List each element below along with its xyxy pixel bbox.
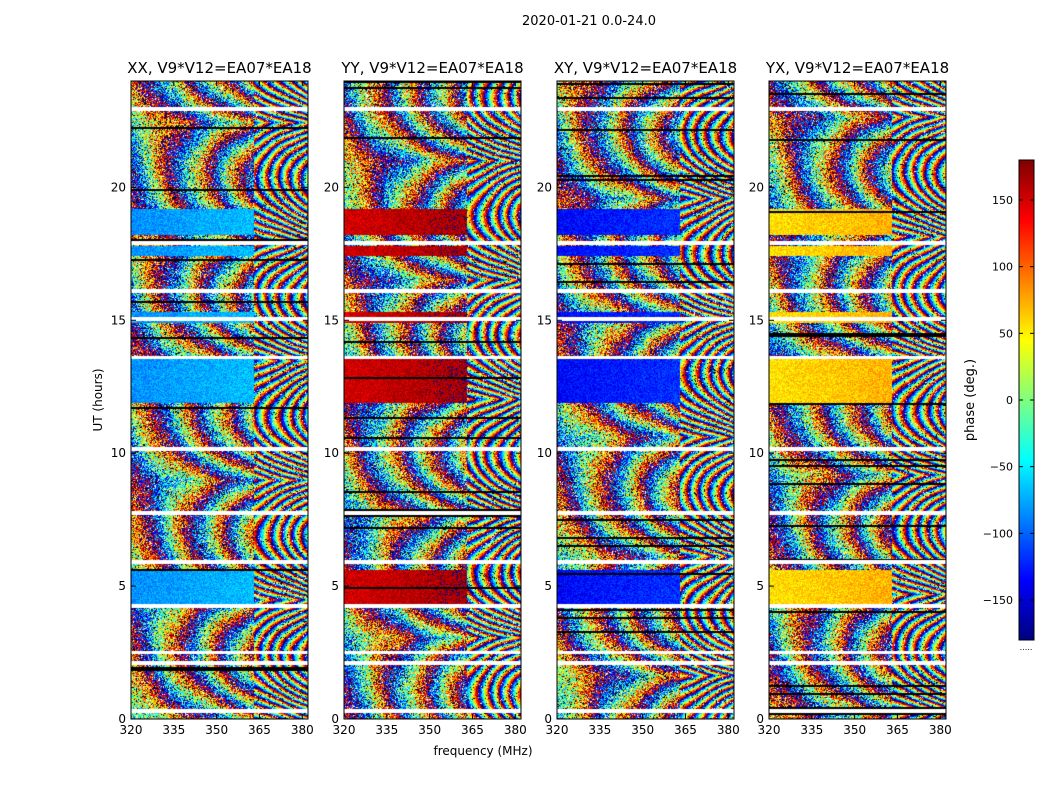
panel-2: YY, V9*V12=EA07*EA18 320 335 350 365 380 0 5 10 1…	[324, 59, 533, 758]
y-tick-label: 15	[111, 313, 126, 327]
y-tick-label: 0	[331, 712, 339, 726]
axes-frame	[556, 80, 735, 720]
y-tick-label: 0	[118, 712, 126, 726]
colorbar-tick-label: 100	[992, 261, 1013, 274]
x-tick-label: 320	[546, 723, 569, 737]
x-tick-label: 335	[800, 723, 823, 737]
phase-heatmap	[769, 81, 946, 719]
colorbar-tick-label: −100	[983, 527, 1013, 540]
x-tick-label: 365	[886, 723, 909, 737]
x-tick-label: 365	[461, 723, 484, 737]
colorbar-tick-label: 150	[992, 194, 1013, 207]
colorbar-label: phase (deg.)	[963, 359, 978, 441]
y-tick-label: 5	[544, 579, 552, 593]
x-tick-label: 380	[504, 723, 527, 737]
panels: XX, V9*V12=EA07*EA18 320 335 350 365 380 0 5 10 1…	[91, 59, 952, 758]
panel-title: YX, V9*V12=EA07*EA18	[765, 59, 949, 77]
colorbar-footer: .....	[1020, 643, 1033, 652]
axes-frame	[130, 80, 309, 720]
axes-frame	[768, 80, 947, 720]
y-tick-label: 10	[111, 446, 126, 460]
y-tick-label: 15	[324, 313, 339, 327]
x-tick-label: 350	[631, 723, 654, 737]
colorbar-ticks: 150 100 50 0 −50 −100 −150	[983, 194, 1034, 607]
y-tick-label: 10	[537, 446, 552, 460]
x-tick-label: 335	[375, 723, 398, 737]
panel-title: XX, V9*V12=EA07*EA18	[127, 59, 311, 77]
x-tick-label: 365	[248, 723, 271, 737]
x-tick-label: 320	[120, 723, 143, 737]
panel-title: YY, V9*V12=EA07*EA18	[340, 59, 523, 77]
panel-3: XY, V9*V12=EA07*EA18 320 335 350 365 380 0 5 10 1…	[537, 59, 740, 737]
x-tick-label: 320	[333, 723, 356, 737]
y-tick-label: 15	[749, 313, 764, 327]
axes-frame	[343, 80, 522, 720]
x-tick-label: 335	[162, 723, 185, 737]
y-tick-label: 20	[749, 180, 764, 194]
panel-title: XY, V9*V12=EA07*EA18	[554, 59, 737, 77]
phase-heatmap	[131, 81, 308, 719]
y-tick-label: 20	[324, 180, 339, 194]
x-tick-label: 350	[418, 723, 441, 737]
x-tick-label: 350	[843, 723, 866, 737]
y-axis-label: UT (hours)	[91, 368, 105, 431]
y-tick-label: 0	[756, 712, 764, 726]
colorbar: 150 100 50 0 −50 −100 −150 phase (deg.) .....	[963, 159, 1035, 652]
y-tick-label: 15	[537, 313, 552, 327]
x-tick-label: 335	[588, 723, 611, 737]
x-tick-label: 350	[205, 723, 228, 737]
y-tick-label: 20	[111, 180, 126, 194]
colorbar-tick-label: −150	[983, 594, 1013, 607]
colorbar-tick-label: 50	[999, 327, 1013, 340]
x-axis-label: frequency (MHz)	[433, 744, 532, 758]
y-tick-label: 5	[118, 579, 126, 593]
y-tick-label: 0	[544, 712, 552, 726]
x-tick-label: 320	[758, 723, 781, 737]
phase-heatmap	[344, 81, 521, 719]
x-tick-label: 380	[717, 723, 740, 737]
y-tick-label: 5	[756, 579, 764, 593]
colorbar-tick-label: 0	[1006, 394, 1013, 407]
y-tick-label: 5	[331, 579, 339, 593]
y-tick-label: 20	[537, 180, 552, 194]
figure-title: 2020-01-21 0.0-24.0	[522, 14, 656, 29]
panel-1: XX, V9*V12=EA07*EA18 320 335 350 365 380 0 5 10 1…	[91, 59, 314, 737]
x-tick-label: 380	[291, 723, 314, 737]
phase-heatmap	[557, 81, 734, 719]
y-tick-label: 10	[324, 446, 339, 460]
x-tick-label: 365	[674, 723, 697, 737]
y-tick-label: 10	[749, 446, 764, 460]
panel-4: YX, V9*V12=EA07*EA18 320 335 350 365 380 0 5 10 1…	[749, 59, 952, 737]
x-tick-label: 380	[929, 723, 952, 737]
colorbar-tick-label: −50	[990, 461, 1013, 474]
